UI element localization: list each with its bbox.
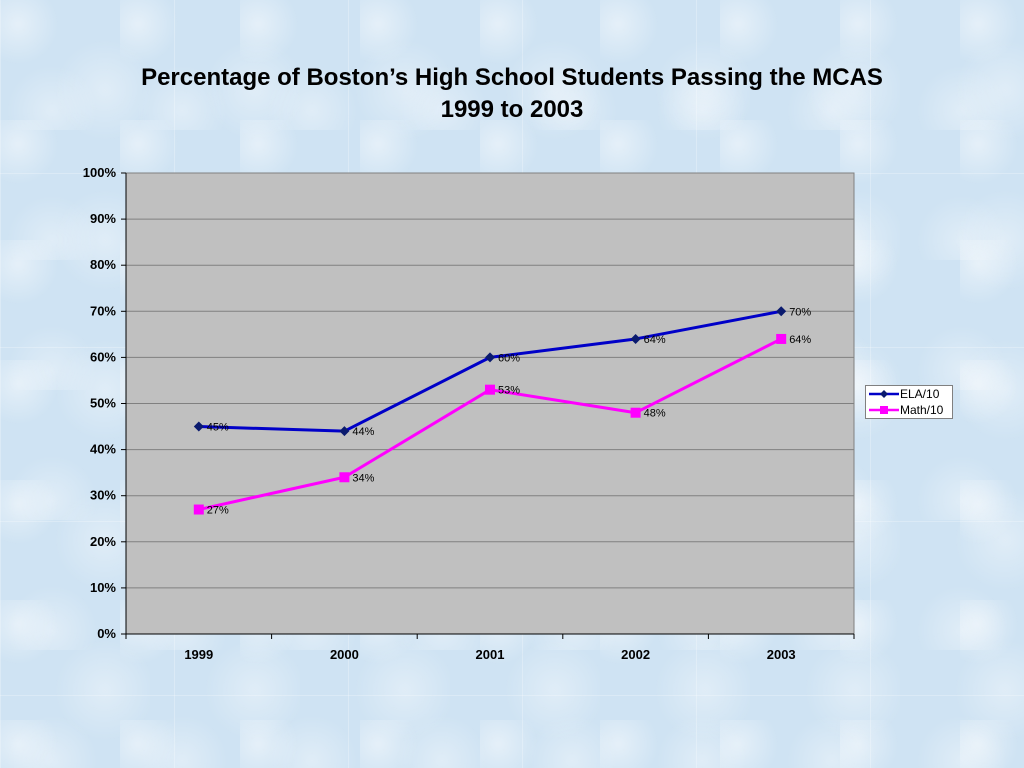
data-label: 27% (207, 505, 229, 517)
data-label: 34% (352, 472, 374, 484)
data-point (193, 421, 204, 432)
y-tick-label: 10% (90, 580, 116, 595)
chart-subtitle: 1999 to 2003 (440, 96, 584, 123)
y-tick-label: 100% (83, 165, 117, 180)
data-label: 64% (789, 334, 811, 346)
data-point (776, 333, 787, 344)
data-point (193, 504, 204, 515)
y-tick-label: 60% (90, 349, 116, 364)
x-tick-label: 2002 (621, 647, 650, 662)
y-tick-label: 0% (97, 626, 116, 641)
data-label: 60% (498, 352, 520, 364)
y-tick-label: 50% (90, 396, 116, 411)
y-tick-label: 90% (90, 211, 116, 226)
diamond-marker-icon (869, 390, 899, 398)
series-group: 45% 44% 60% 64% 70% 27% 34% 53% 48% 64% (193, 306, 811, 517)
data-point (630, 407, 641, 418)
data-label: 45% (207, 422, 229, 434)
gridlines (126, 218, 854, 589)
data-label: 48% (644, 408, 666, 420)
x-tick-label: 2003 (767, 647, 796, 662)
data-label: 44% (352, 426, 374, 438)
y-tick-label: 70% (90, 303, 116, 318)
data-point (485, 384, 495, 395)
data-point (339, 426, 350, 437)
x-tick-label: 1999 (184, 647, 213, 662)
legend-item-ela: ELA/10 (866, 386, 952, 402)
y-tick-label: 80% (90, 257, 116, 272)
x-axis: 1999 2000 2001 2002 2003 (125, 633, 855, 662)
chart-title-block: Percentage of Boston’s High School Stude… (0, 62, 1024, 126)
legend: ELA/10 Math/10 (865, 385, 953, 419)
y-tick-label: 40% (90, 442, 116, 457)
square-marker-icon (869, 406, 899, 414)
y-tick-label: 30% (90, 488, 116, 503)
data-point (485, 352, 495, 363)
legend-label-ela: ELA/10 (900, 387, 940, 401)
data-label: 64% (644, 334, 666, 346)
y-tick-label: 20% (90, 534, 116, 549)
legend-label-math: Math/10 (900, 403, 944, 417)
data-point (339, 472, 350, 483)
x-tick-label: 2001 (476, 647, 505, 662)
y-axis: 0% 10% 20% 30% 40% 50% 60% 70% 80% 90% 100% (83, 165, 127, 641)
x-tick-label: 2000 (330, 647, 359, 662)
data-point (776, 306, 787, 317)
legend-item-math: Math/10 (866, 402, 952, 418)
data-label: 53% (498, 385, 520, 397)
data-label: 70% (789, 306, 811, 318)
chart-title: Percentage of Boston’s High School Stude… (141, 64, 883, 91)
data-point (630, 333, 641, 344)
